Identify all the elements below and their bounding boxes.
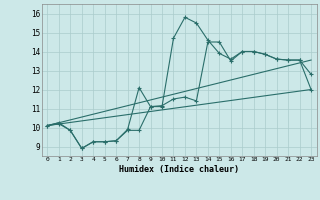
X-axis label: Humidex (Indice chaleur): Humidex (Indice chaleur) — [119, 165, 239, 174]
